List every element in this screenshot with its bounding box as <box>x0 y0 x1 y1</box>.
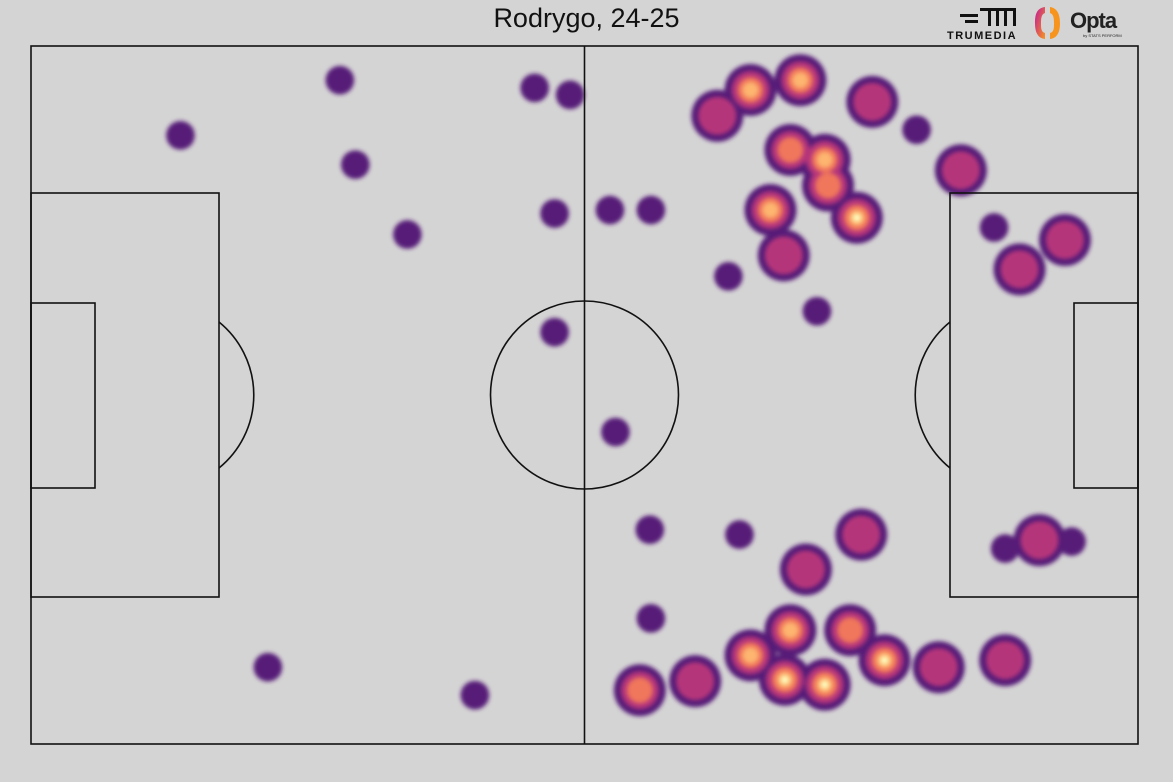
right-six-yard-box <box>1073 302 1139 489</box>
heat-point <box>852 213 861 222</box>
heat-level-5 <box>780 213 889 689</box>
heat-point <box>990 534 1020 563</box>
heat-point <box>325 65 355 95</box>
heat-point <box>714 262 743 291</box>
heat-point <box>1000 250 1039 289</box>
trumedia-wordmark: TRUMEDIA <box>947 30 1018 42</box>
heat-point <box>393 220 422 249</box>
heat-point <box>742 81 759 98</box>
heat-point <box>837 617 864 644</box>
heat-level-2 <box>620 61 1084 710</box>
heat-point <box>698 96 737 135</box>
heat-point <box>635 515 665 545</box>
opta-subtitle: by STATS PERFORM <box>1083 33 1122 38</box>
heat-point <box>777 137 804 164</box>
heat-point <box>166 121 195 150</box>
heat-point <box>540 317 569 347</box>
heat-point <box>792 72 809 89</box>
heat-point <box>816 151 833 168</box>
right-penalty-arc <box>914 321 951 469</box>
heat-point <box>762 202 779 219</box>
opta-logo <box>1035 7 1060 39</box>
pitch-lines <box>30 45 1139 745</box>
left-six-yard-box <box>30 302 96 489</box>
heat-point <box>842 515 881 554</box>
heat-point <box>725 520 754 549</box>
heat-point <box>742 647 759 664</box>
heat-level-4 <box>742 72 893 693</box>
heat-point <box>820 680 829 689</box>
heat-point <box>595 195 625 225</box>
heatmap-layer <box>166 54 1091 717</box>
heat-level-3 <box>626 67 898 704</box>
heat-point <box>919 648 958 687</box>
heat-point <box>1020 521 1059 560</box>
heat-point <box>780 675 789 684</box>
heat-point <box>853 82 892 121</box>
left-penalty-box <box>30 192 220 598</box>
heat-point <box>636 195 666 225</box>
heat-point <box>786 550 825 589</box>
opta-wordmark: Opta <box>1070 8 1117 33</box>
heat-point <box>1057 527 1086 556</box>
heat-point <box>902 115 931 145</box>
centre-circle <box>489 300 680 490</box>
heat-point <box>764 236 803 275</box>
heat-point <box>253 652 283 682</box>
heat-point <box>782 622 799 639</box>
heat-point <box>815 172 842 199</box>
chart-title: Rodrygo, 24-25 <box>493 3 680 33</box>
logos: TRUMEDIA Opta by STATS PERFORM <box>945 4 1145 44</box>
heat-point <box>460 680 490 710</box>
heat-point <box>601 417 630 447</box>
trumedia-logo <box>960 8 1016 26</box>
heat-point <box>1045 221 1084 260</box>
heat-point <box>802 296 832 326</box>
heat-point <box>555 80 585 110</box>
heat-point <box>979 213 1009 242</box>
heat-point <box>540 199 569 228</box>
heat-point <box>986 641 1025 680</box>
heat-point <box>520 73 549 103</box>
heat-point <box>626 677 653 704</box>
heat-point <box>636 604 666 633</box>
heat-point <box>676 662 715 701</box>
heat-point <box>941 151 980 190</box>
left-penalty-arc <box>218 321 255 469</box>
heat-point <box>341 150 370 179</box>
heat-point <box>880 656 889 665</box>
